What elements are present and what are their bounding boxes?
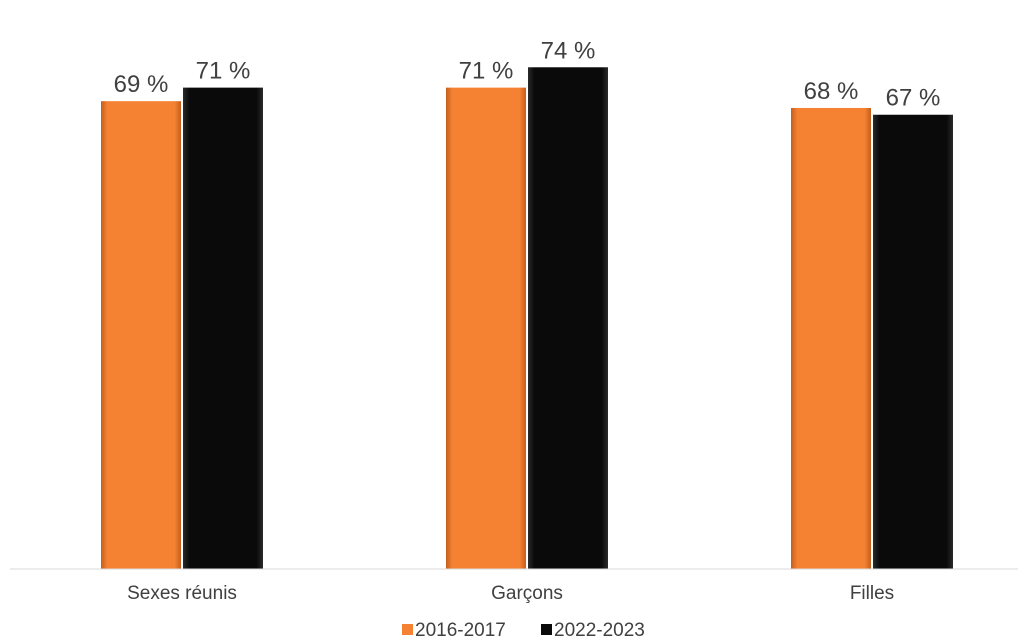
value-label-2016-2017-1: 71 % xyxy=(459,58,514,85)
value-label-2022-2023-0: 71 % xyxy=(196,58,251,85)
value-labels-group: 69 % 71 % 71 % 74 % 68 % 67 % xyxy=(114,37,941,111)
legend-label-2022-2023: 2022-2023 xyxy=(554,620,645,641)
bar-2022-2023-1 xyxy=(528,67,608,569)
category-label-1: Garçons xyxy=(491,583,563,604)
bar-2016-2017-2 xyxy=(791,107,871,570)
legend-swatch-2016-2017 xyxy=(402,624,413,635)
category-labels-group: Sexes réunis Garçons Filles xyxy=(127,583,894,604)
category-label-2: Filles xyxy=(850,583,894,604)
category-label-0: Sexes réunis xyxy=(127,583,237,604)
value-label-2016-2017-0: 69 % xyxy=(114,71,169,98)
legend-label-2016-2017: 2016-2017 xyxy=(415,620,506,641)
value-label-2022-2023-2: 67 % xyxy=(886,85,941,112)
legend: 2016-2017 2022-2023 xyxy=(402,620,645,641)
bar-2016-2017-1 xyxy=(446,87,526,570)
bar-2016-2017-0 xyxy=(101,101,181,570)
value-label-2022-2023-1: 74 % xyxy=(541,37,596,64)
legend-swatch-2022-2023 xyxy=(541,624,552,635)
value-label-2016-2017-2: 68 % xyxy=(804,78,859,105)
bar-2022-2023-2 xyxy=(873,114,953,570)
bar-2022-2023-0 xyxy=(183,87,263,570)
bars-group xyxy=(101,67,953,570)
